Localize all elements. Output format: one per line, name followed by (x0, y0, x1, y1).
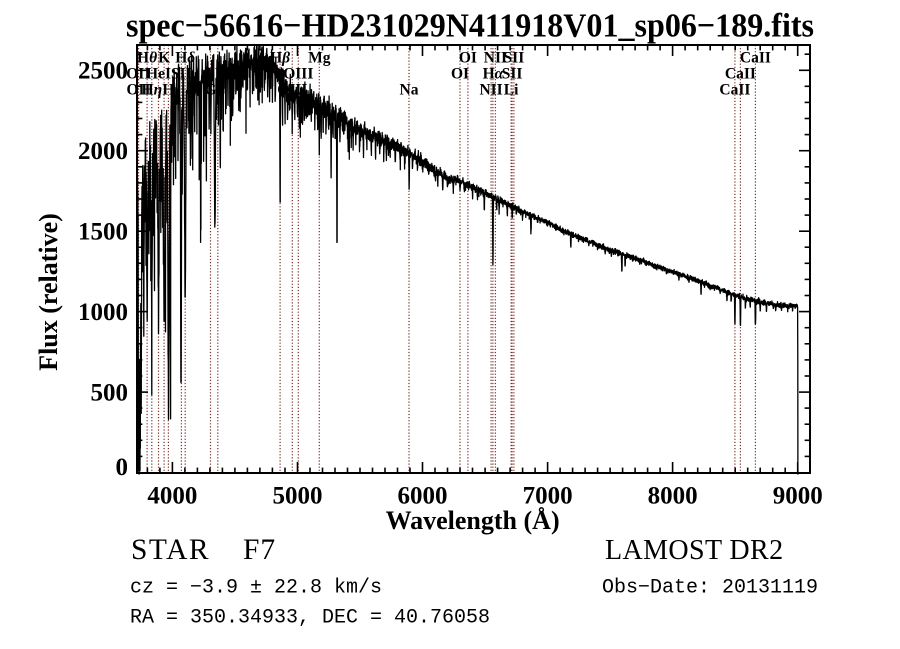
svg-text:STAR: STAR (131, 534, 210, 566)
svg-text:8000: 8000 (648, 483, 698, 510)
svg-text:OII: OII (126, 66, 150, 83)
svg-text:6000: 6000 (398, 483, 448, 510)
svg-text:HeI: HeI (146, 66, 171, 83)
svg-text:CaII: CaII (725, 66, 756, 83)
svg-text:Hα: Hα (483, 66, 504, 83)
svg-text:Wavelength (Å): Wavelength (Å) (386, 506, 560, 535)
svg-text:RA = 350.34933, DEC = 40.7605: RA = 350.34933, DEC = 40.76058 (130, 607, 490, 630)
svg-text:spec−56616−HD231029N411918V01_: spec−56616−HD231029N411918V01_sp06−189.f… (126, 8, 814, 45)
svg-text:OII: OII (126, 82, 150, 99)
svg-text:2000: 2000 (78, 138, 128, 165)
svg-text:1500: 1500 (78, 218, 128, 245)
svg-text:9000: 9000 (773, 483, 823, 510)
svg-text:F7: F7 (243, 534, 276, 566)
svg-text:SII: SII (504, 50, 525, 67)
svg-text:Li: Li (504, 82, 519, 99)
svg-text:OI: OI (459, 50, 477, 67)
svg-text:OIII: OIII (203, 66, 233, 83)
svg-text:Hδ: Hδ (175, 50, 195, 67)
svg-text:CaII: CaII (719, 82, 750, 99)
svg-text:Hη: Hη (142, 82, 163, 99)
svg-text:4000: 4000 (147, 483, 197, 510)
svg-text:H: H (162, 82, 174, 99)
svg-text:7000: 7000 (523, 483, 573, 510)
svg-text:500: 500 (91, 379, 129, 406)
svg-text:Obs−Date: 20131119: Obs−Date: 20131119 (602, 577, 818, 600)
svg-text:SII: SII (502, 66, 523, 83)
svg-text:K: K (158, 50, 170, 67)
svg-text:cz = −3.9 ± 22.8 km/s: cz = −3.9 ± 22.8 km/s (130, 577, 382, 600)
svg-text:NII: NII (479, 82, 502, 99)
svg-text:Na: Na (400, 82, 419, 99)
svg-text:LAMOST DR2: LAMOST DR2 (605, 535, 784, 566)
svg-text:G: G (204, 82, 216, 99)
svg-text:OI: OI (451, 66, 469, 83)
svg-text:OIII: OIII (283, 66, 313, 83)
svg-text:OIII: OIII (277, 82, 307, 99)
svg-text:0: 0 (116, 454, 129, 481)
svg-text:NII: NII (484, 50, 507, 67)
svg-text:Mg: Mg (308, 50, 331, 67)
svg-text:SII: SII (171, 66, 192, 83)
svg-text:Hβ: Hβ (270, 50, 290, 67)
svg-text:Flux (relative): Flux (relative) (34, 213, 63, 371)
svg-text:Hθ: Hθ (137, 50, 157, 67)
svg-text:1000: 1000 (78, 299, 128, 326)
svg-text:CaII: CaII (740, 50, 771, 67)
svg-text:2500: 2500 (78, 58, 128, 85)
svg-text:5000: 5000 (273, 483, 323, 510)
